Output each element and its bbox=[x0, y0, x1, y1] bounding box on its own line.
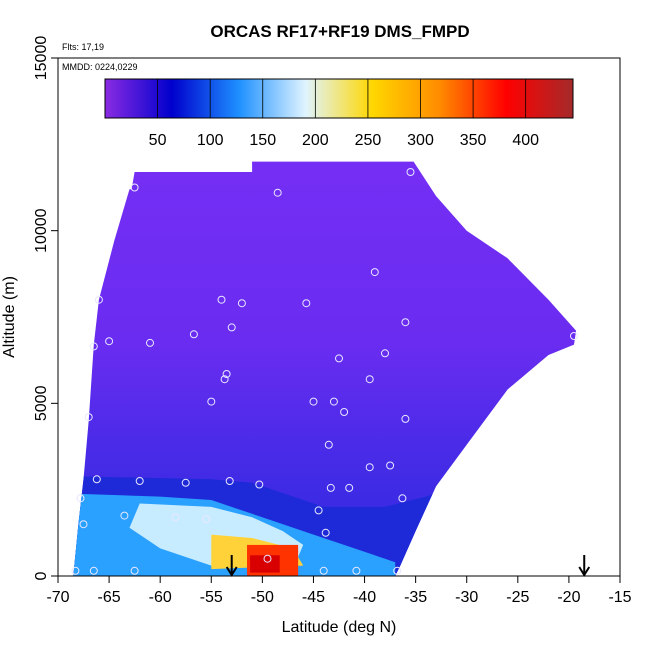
sample-point bbox=[263, 554, 272, 563]
colorbar-tick-label: 200 bbox=[302, 132, 329, 149]
x-tick-label: -60 bbox=[149, 589, 172, 606]
sample-point bbox=[398, 494, 407, 503]
sample-point bbox=[324, 440, 333, 449]
sample-point bbox=[135, 477, 144, 485]
x-tick-label: -40 bbox=[353, 589, 376, 606]
sample-point bbox=[130, 566, 139, 575]
sample-point bbox=[92, 475, 101, 484]
colorbar-tick-label: 300 bbox=[407, 132, 434, 149]
sample-point bbox=[207, 397, 216, 406]
chart-title: ORCAS RF17+RF19 DMS_FMPD bbox=[210, 22, 469, 41]
sample-point bbox=[393, 566, 402, 575]
colorbar-tick-label: 400 bbox=[512, 132, 539, 149]
sample-point bbox=[255, 480, 264, 489]
sample-point bbox=[381, 349, 389, 358]
sample-point bbox=[105, 337, 114, 346]
sample-point bbox=[370, 268, 379, 277]
date-annotation: MMDD: 0224,0229 bbox=[62, 62, 138, 72]
arrow-head bbox=[578, 566, 591, 577]
plot-frame bbox=[57, 57, 621, 577]
x-tick-label: -15 bbox=[608, 589, 631, 606]
sample-point bbox=[89, 342, 98, 351]
colorbar-rect bbox=[104, 78, 574, 119]
sample-point bbox=[570, 332, 578, 340]
sample-point bbox=[202, 515, 211, 523]
y-axis-label: Altitude (m) bbox=[1, 276, 18, 358]
sample-point bbox=[302, 299, 311, 308]
sample-point bbox=[84, 413, 93, 422]
sample-point bbox=[321, 528, 330, 537]
x-axis: -70 -65 -60 -55 -50 -45 -40 -35 -30 -25 -20 -15 bbox=[46, 576, 632, 606]
sample-point bbox=[406, 168, 415, 176]
sample-point bbox=[79, 520, 88, 529]
x-tick-label: -55 bbox=[200, 589, 223, 606]
sample-point bbox=[225, 477, 234, 485]
sample-point bbox=[345, 483, 354, 492]
x-tick-label: -70 bbox=[46, 589, 69, 606]
y-axis: 0 5000 10000 15000 bbox=[33, 36, 58, 580]
colorbar-tick-label: 250 bbox=[355, 132, 382, 149]
y-tick-label: 0 bbox=[33, 571, 50, 580]
colorbar-tick-label: 100 bbox=[197, 132, 224, 149]
sample-point bbox=[326, 483, 335, 492]
sample-point bbox=[401, 414, 410, 423]
sample-point bbox=[227, 323, 236, 332]
x-tick-label: -45 bbox=[302, 589, 325, 606]
sample-point bbox=[365, 375, 374, 384]
sample-point bbox=[76, 494, 85, 503]
x-tick-label: -35 bbox=[404, 589, 427, 606]
sample-point bbox=[89, 566, 98, 575]
colorbar-tick-label: 350 bbox=[460, 132, 487, 149]
sample-point bbox=[335, 354, 343, 363]
sample-point bbox=[314, 506, 323, 515]
sample-point bbox=[329, 397, 338, 406]
x-tick-label: -25 bbox=[506, 589, 529, 606]
sample-point bbox=[401, 318, 410, 327]
sample-point bbox=[340, 408, 349, 416]
colorbar-tick-label: 50 bbox=[149, 132, 167, 149]
sample-point bbox=[319, 566, 328, 575]
sample-point bbox=[222, 370, 231, 378]
y-tick-label: 5000 bbox=[33, 385, 50, 421]
sample-point bbox=[71, 566, 80, 575]
sample-points bbox=[71, 168, 578, 575]
sample-point bbox=[386, 461, 395, 470]
colorbar-tick-label: 150 bbox=[249, 132, 276, 149]
x-tick-label: -20 bbox=[557, 589, 580, 606]
sample-point bbox=[365, 463, 374, 472]
sample-point bbox=[273, 188, 282, 197]
sample-point bbox=[130, 183, 139, 192]
sample-point bbox=[171, 513, 180, 522]
y-tick-label: 10000 bbox=[33, 208, 50, 253]
x-tick-label: -30 bbox=[455, 589, 478, 606]
sample-point bbox=[309, 397, 318, 406]
sample-point bbox=[217, 295, 226, 304]
sample-point bbox=[189, 330, 198, 339]
x-tick-label: -50 bbox=[251, 589, 274, 606]
sample-point bbox=[94, 295, 103, 304]
y-tick-label: 15000 bbox=[33, 36, 50, 81]
sample-point bbox=[220, 375, 229, 384]
x-tick-label: -65 bbox=[98, 589, 121, 606]
sample-point bbox=[120, 511, 129, 520]
sample-point bbox=[352, 566, 361, 575]
sample-point bbox=[146, 338, 154, 347]
latitude-arrows bbox=[225, 555, 591, 577]
sample-point bbox=[237, 299, 246, 308]
arrow-head bbox=[225, 566, 238, 577]
max-region-core bbox=[250, 555, 280, 573]
flights-annotation: Flts: 17,19 bbox=[62, 42, 104, 52]
sample-point bbox=[181, 478, 190, 487]
x-axis-label: Latitude (deg N) bbox=[282, 619, 397, 636]
colorbar: 50 100 150 200 250 300 350 400 bbox=[104, 78, 574, 149]
